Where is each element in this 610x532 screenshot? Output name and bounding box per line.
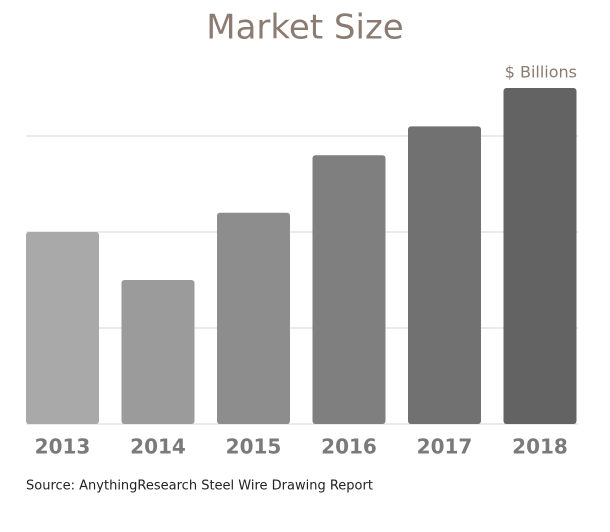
bar: [217, 212, 290, 424]
bar: [503, 88, 577, 424]
bar: [312, 155, 386, 424]
x-tick-label: 2015: [226, 435, 282, 459]
x-tick-label: 2016: [321, 435, 377, 459]
x-tick-label: 2014: [130, 435, 186, 459]
bar: [408, 126, 481, 425]
source-note: Source: AnythingResearch Steel Wire Draw…: [26, 479, 373, 494]
bar: [121, 280, 195, 424]
unit-label: $ Billions: [505, 63, 577, 82]
bar: [26, 232, 99, 424]
x-tick-label: 2017: [417, 435, 473, 459]
x-tick-label: 2018: [512, 435, 568, 459]
x-tick-label: 2013: [35, 435, 91, 459]
chart-title: Market Size: [206, 8, 403, 48]
